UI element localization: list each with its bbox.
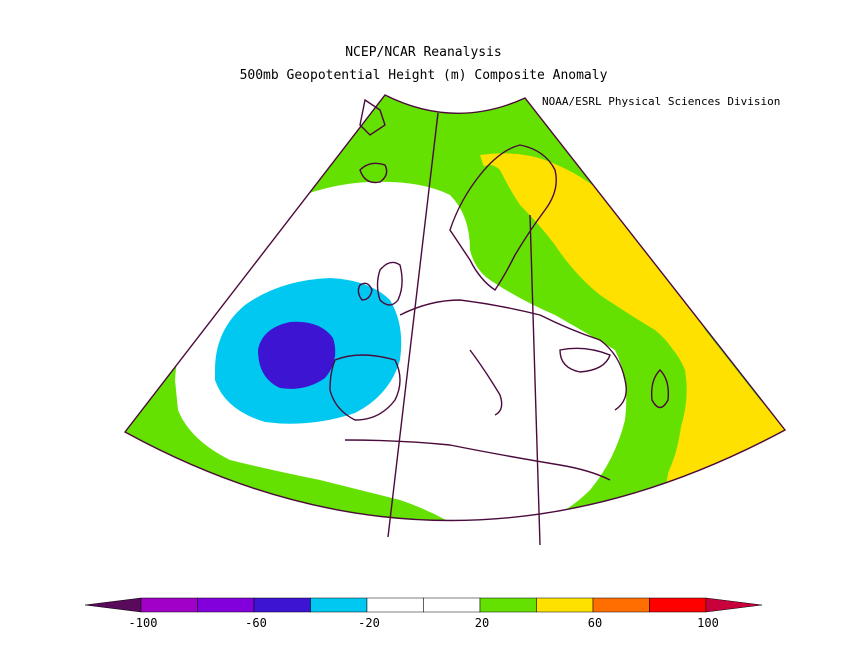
contour-yellow-band: [480, 153, 785, 500]
colorbar-tick-label: 100: [697, 616, 719, 630]
chart-title-line2: 500mb Geopotential Height (m) Composite …: [239, 68, 608, 83]
colorbar-tick-label: 20: [474, 616, 490, 630]
contour-white-region: [175, 181, 627, 521]
colorbar-band: [366, 597, 424, 613]
colorbar-band: [140, 597, 198, 613]
colorbar-tick-label: -100: [128, 616, 158, 630]
colorbar-tick-label: 60: [587, 616, 603, 630]
colorbar-under-arrow: [84, 597, 142, 613]
contour-green-inner: [478, 165, 684, 510]
colorbar-band: [423, 597, 481, 613]
colorbar-tick-label: -60: [245, 616, 267, 630]
colorbar-band: [536, 597, 594, 613]
map-frame: [123, 94, 787, 522]
anomaly-map: [123, 94, 787, 546]
contour-blue-core: [258, 321, 336, 389]
colorbar-tick-label: -20: [358, 616, 380, 630]
colorbar-band: [479, 597, 537, 613]
colorbar-band: [649, 597, 707, 613]
credit-label: NOAA/ESRL Physical Sciences Division: [540, 95, 783, 108]
colorbar-band: [310, 597, 368, 613]
colorbar-band: [197, 597, 255, 613]
colorbar: [84, 597, 763, 613]
chart-title-line1: NCEP/NCAR Reanalysis: [345, 45, 502, 60]
colorbar-over-arrow: [705, 597, 763, 613]
colorbar-band: [592, 597, 650, 613]
coastlines: [329, 98, 670, 546]
colorbar-band: [253, 597, 311, 613]
